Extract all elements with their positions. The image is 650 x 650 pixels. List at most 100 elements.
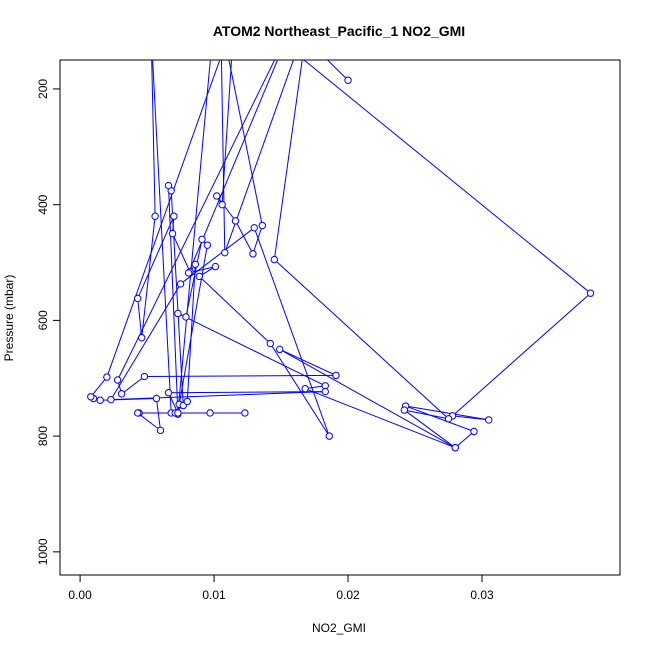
data-point [198,235,206,244]
data-point [174,309,182,318]
series-line-segment [155,398,161,431]
data-point [164,389,173,397]
series-line-segment [235,220,254,255]
x-tick-label: 0.03 [470,588,494,602]
data-point [151,212,159,220]
data-point [156,426,165,435]
series-line-segment [279,348,456,449]
series-line-segment [274,259,449,420]
series-line-segment [216,195,236,222]
series-line-segment [404,409,449,420]
x-axis: 0.00 0.01 0.02 0.03 [68,574,494,602]
data-point [184,269,193,277]
series-line-segment [405,405,489,421]
series-line-segment [326,60,349,81]
data-point [140,372,149,381]
y-tick-label: 1000 [36,538,50,565]
data-point [218,200,226,209]
y-tick-label: 600 [36,310,50,330]
data-point [211,16,217,22]
y-tick-label: 800 [36,426,50,446]
x-tick-label: 0.00 [68,588,92,602]
series-line-segment [252,225,263,255]
series-line-segment [454,431,475,449]
data-point [221,248,229,257]
y-tick-label: 200 [36,79,50,99]
data-point [103,373,111,381]
series-line-segment [269,343,330,437]
series-line-segment [144,374,336,378]
data-point [241,409,249,417]
data-point [344,76,352,84]
y-axis: 200 400 600 800 1000 [36,79,61,565]
series-line-segment [177,60,211,414]
data-point [170,212,178,220]
data-point [231,16,237,22]
series-line-segment [405,405,475,432]
series-line-segment [180,227,255,285]
data-point [451,443,459,452]
series-line-segment [151,60,156,217]
data-point [325,432,333,440]
data-point [134,409,142,417]
data-point [183,397,191,406]
x-axis-label: NO2_GMI [312,621,366,635]
data-point [117,390,126,398]
data-point [206,409,214,417]
series-line-segment [228,60,263,226]
data-point [258,221,266,230]
data-point [305,16,311,22]
data-point [321,387,329,396]
series-line-segment [304,388,456,449]
data-point [291,16,297,22]
chart-title: ATOM2 Northeast_Pacific_1 NO2_GMI [213,23,465,39]
series-line-segment [185,239,203,318]
series-line-segment [110,391,326,401]
data-point [164,181,173,190]
series-line-segment [452,292,591,417]
series-line-segment [152,60,172,414]
series-line-segment [168,391,326,394]
series-line-segment [172,233,191,272]
series-line-segment [141,216,156,338]
data-point [332,371,340,380]
series-line-segment [188,60,279,274]
series-line-segment [221,60,233,205]
data-point [148,28,154,34]
data-point [276,345,284,354]
data-point [182,313,190,321]
data-point [87,393,95,401]
data-point [218,16,224,22]
data-point [250,224,258,232]
data-point [107,395,115,404]
series-line-segment [198,276,271,344]
data-point [134,294,142,303]
series-line-segment [117,60,276,381]
data-point [138,334,146,342]
data-point [195,272,204,281]
series-line-segment [253,227,330,437]
data-point [470,427,478,436]
series-line-segment [404,409,456,449]
series-line-segment [220,60,226,253]
data-point [270,255,279,264]
data-point [485,416,493,424]
data-point [176,280,185,288]
data-point [400,406,409,414]
series-line-segment [178,245,208,405]
x-tick-label: 0.02 [336,588,360,602]
y-tick-label: 400 [36,194,50,214]
data-point [251,16,257,22]
series-line-segment [273,60,303,260]
series-line-segment [186,264,196,402]
x-tick-label: 0.01 [202,588,226,602]
series-line-segment [90,376,108,398]
series-line-segment [106,60,221,378]
data-point [444,415,453,423]
data-point [301,384,309,393]
data-point [174,409,182,417]
series-line-segment [121,376,145,395]
data-point [213,192,221,200]
plot-area [87,16,595,452]
